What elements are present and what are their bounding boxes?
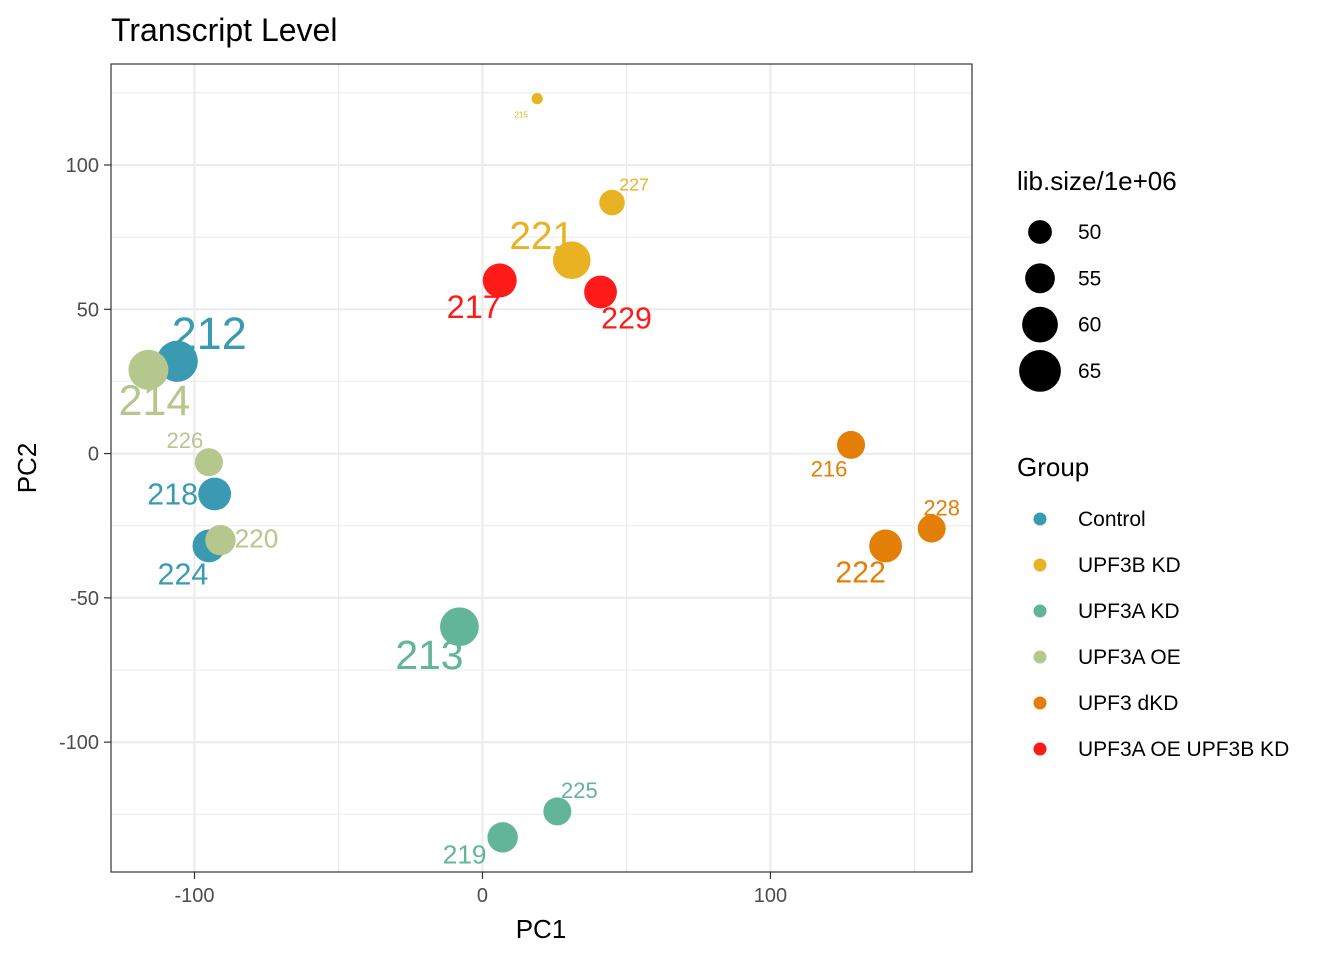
size-legend-key bbox=[1019, 350, 1061, 392]
size-legend-title: lib.size/1e+06 bbox=[1017, 166, 1177, 196]
size-legend-label: 55 bbox=[1078, 267, 1101, 290]
point-label-229: 229 bbox=[601, 302, 652, 336]
point-label-220: 220 bbox=[235, 523, 279, 553]
size-legend-label: 50 bbox=[1078, 221, 1101, 244]
data-point-219 bbox=[487, 822, 518, 853]
group-legend-key bbox=[1033, 696, 1047, 710]
y-tick-label: -50 bbox=[70, 588, 99, 610]
plot-border bbox=[110, 63, 973, 873]
group-legend-key bbox=[1033, 512, 1047, 526]
group-legend-label: UPF3A KD bbox=[1078, 600, 1180, 623]
point-label-227: 227 bbox=[619, 175, 649, 195]
size-legend-label: 60 bbox=[1078, 314, 1101, 337]
data-point-222 bbox=[869, 529, 903, 563]
y-axis: -100 -50 0 50 100 bbox=[59, 155, 111, 754]
group-legend-label: UPF3A OE UPF3B KD bbox=[1078, 738, 1289, 761]
x-axis: -100 0 100 bbox=[174, 872, 787, 907]
x-tick-label: 0 bbox=[477, 885, 488, 907]
point-label-218: 218 bbox=[147, 478, 198, 512]
size-legend-label: 65 bbox=[1078, 360, 1101, 383]
data-point-227 bbox=[599, 189, 625, 216]
group-legend-key bbox=[1033, 650, 1047, 664]
y-tick-label: 50 bbox=[77, 299, 99, 321]
y-tick-label: 0 bbox=[88, 444, 99, 466]
data-point-218 bbox=[198, 477, 232, 511]
point-label-212: 212 bbox=[172, 308, 247, 359]
point-label-221: 221 bbox=[509, 215, 574, 258]
point-label-228: 228 bbox=[923, 495, 960, 520]
data-point-213 bbox=[440, 607, 479, 647]
group-legend: Group Control UPF3B KD UPF3A KD UPF3A OE UPF… bbox=[1017, 452, 1289, 761]
data-point-214 bbox=[128, 349, 169, 390]
data-point-229 bbox=[584, 275, 617, 309]
point-label-215: 215 bbox=[515, 110, 529, 119]
group-legend-label: UPF3B KD bbox=[1078, 554, 1181, 577]
point-label-224: 224 bbox=[158, 558, 209, 592]
point-label-226: 226 bbox=[167, 428, 204, 453]
x-tick-label: -100 bbox=[174, 885, 214, 907]
group-legend-key bbox=[1033, 604, 1047, 618]
data-point-225 bbox=[543, 797, 572, 826]
data-point-216 bbox=[837, 430, 866, 459]
data-point-215 bbox=[531, 93, 543, 105]
data-point-220 bbox=[205, 524, 236, 556]
point-label-213: 213 bbox=[395, 632, 463, 678]
group-legend-label: UPF3A OE bbox=[1078, 646, 1181, 669]
data-point-217 bbox=[482, 263, 517, 298]
data-points bbox=[128, 93, 946, 853]
group-legend-key bbox=[1033, 742, 1047, 756]
point-label-217: 217 bbox=[447, 289, 501, 325]
data-point-221 bbox=[552, 241, 591, 280]
y-axis-title: PC2 bbox=[12, 443, 42, 494]
size-legend: lib.size/1e+06 50 55 60 65 bbox=[1017, 166, 1177, 392]
plot-panel bbox=[111, 64, 972, 872]
point-label-219: 219 bbox=[443, 840, 487, 870]
group-legend-title: Group bbox=[1017, 452, 1089, 482]
y-tick-label: 100 bbox=[66, 155, 99, 177]
data-point-226 bbox=[194, 448, 223, 477]
size-legend-key bbox=[1025, 263, 1055, 294]
group-legend-label: Control bbox=[1078, 508, 1146, 531]
group-legend-label: UPF3 dKD bbox=[1078, 692, 1178, 715]
point-label-225: 225 bbox=[561, 778, 598, 803]
point-label-214: 214 bbox=[119, 377, 191, 425]
y-tick-label: -100 bbox=[59, 732, 99, 754]
point-label-222: 222 bbox=[835, 556, 886, 590]
size-legend-key bbox=[1028, 220, 1052, 244]
x-tick-label: 100 bbox=[754, 885, 787, 907]
group-legend-key bbox=[1033, 558, 1047, 572]
point-label-216: 216 bbox=[811, 457, 848, 482]
data-point-228 bbox=[917, 514, 946, 543]
size-legend-key bbox=[1022, 306, 1058, 343]
x-axis-title: PC1 bbox=[516, 914, 567, 944]
grid-lines bbox=[111, 64, 972, 872]
chart-title: Transcript Level bbox=[111, 12, 337, 48]
